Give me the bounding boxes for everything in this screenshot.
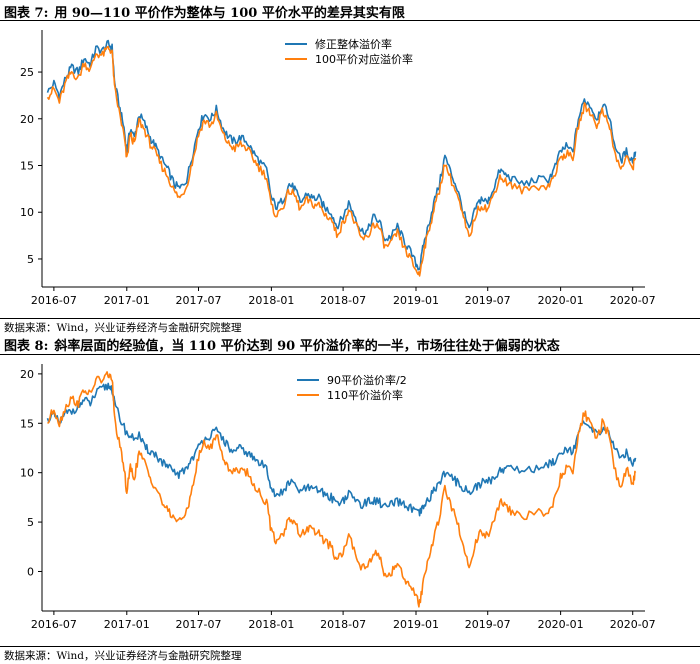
x-tick-label: 2020-01 [538,294,584,307]
figure-7-title-bar: 图表 7: 用 90—110 平价作为整体与 100 平价水平的差异其实有限 [4,2,405,21]
legend-label-1: 90平价溢价率/2 [327,373,407,387]
series-line-1 [46,39,637,271]
x-tick-label: 2018-07 [320,294,366,307]
x-tick-label: 2017-01 [104,294,150,307]
series-line-2 [46,45,637,277]
legend-label-2: 110平价溢价率 [327,388,403,402]
y-tick-label: 15 [20,417,34,430]
figure-7-title: 用 90—110 平价作为整体与 100 平价水平的差异其实有限 [54,6,405,21]
chart-8: 0 5 10 15 20 2016-07 2017-01 2017-07 2018-01 2018… [20,364,656,631]
y-tick-label: 10 [20,206,34,219]
legend-label-1: 修正整体溢价率 [315,37,392,51]
figure-8-bottom-rule [0,646,700,647]
figure-8-top-rule [0,354,700,355]
x-tick-label: 2019-07 [465,294,511,307]
y-tick-label: 10 [20,467,34,480]
figure-7-label: 图表 7: [4,6,49,21]
x-tick-label: 2018-01 [248,294,294,307]
y-tick-label: 25 [20,66,34,79]
figure-7-source: 数据来源：Wind，兴业证券经济与金融研究院整理 [4,322,242,334]
figure-7-bottom-rule [0,318,700,319]
x-tick-label: 2017-07 [176,294,222,307]
x-tick-label: 2019-07 [465,618,511,631]
x-tick-label: 2017-01 [104,618,150,631]
x-tick-label: 2016-07 [31,294,77,307]
figure-8-title-bar: 图表 8: 斜率层面的经验值，当 110 平价达到 90 平价溢价率的一半，市场往… [4,335,560,354]
legend-label-2: 100平价对应溢价率 [315,52,413,66]
x-tick-label: 2020-01 [538,618,584,631]
x-tick-label: 2018-01 [248,618,294,631]
y-tick-label: 20 [20,113,34,126]
y-tick-label: 15 [20,160,34,173]
x-tick-label: 2019-01 [393,294,439,307]
x-tick-label: 2016-07 [31,618,77,631]
figure-8-source: 数据来源：Wind，兴业证券经济与金融研究院整理 [4,650,242,662]
chart-7: 5 10 15 20 25 2016-07 2017-01 2017-07 2018-01 201… [20,30,656,307]
x-tick-label: 2018-07 [320,618,366,631]
figure-7-top-rule [0,20,700,21]
x-tick-label: 2019-01 [393,618,439,631]
series-line-1 [46,382,637,517]
y-tick-label: 0 [27,565,34,578]
x-tick-label: 2017-07 [176,618,222,631]
figure-8-title: 斜率层面的经验值，当 110 平价达到 90 平价溢价率的一半，市场往往处于偏弱… [54,339,560,354]
figure-8-label: 图表 8: [4,339,49,354]
x-tick-label: 2020-07 [610,618,656,631]
x-tick-label: 2020-07 [610,294,656,307]
series-line-2 [47,371,637,608]
y-tick-label: 20 [20,368,34,381]
y-tick-label: 5 [27,516,34,529]
y-tick-label: 5 [27,253,34,266]
